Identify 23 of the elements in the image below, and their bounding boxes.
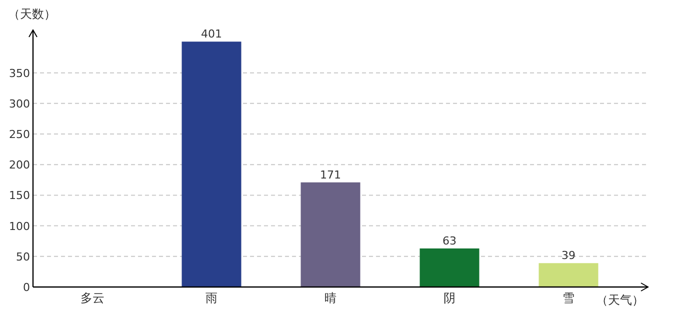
data-label: 171 [320, 168, 341, 182]
data-label: 39 [562, 249, 576, 262]
y-tick-label: 0 [23, 281, 30, 294]
x-tick-label: 阴 [444, 291, 456, 305]
data-label: 401 [201, 28, 222, 41]
y-tick-label: 350 [9, 66, 30, 80]
y-tick-label: 150 [9, 189, 30, 202]
y-tick-label: 100 [9, 220, 30, 233]
x-tick-label: 雪 [562, 291, 574, 305]
y-tick-label: 250 [9, 128, 30, 142]
x-tick-label: 雨 [206, 291, 218, 305]
bar [538, 263, 598, 287]
y-axis-title: （天数） [8, 7, 56, 21]
bar [300, 182, 360, 287]
y-tick-label: 300 [9, 97, 30, 110]
data-label: 63 [442, 234, 456, 248]
bar [420, 248, 480, 287]
x-axis-title: （天气） [596, 293, 644, 307]
y-tick-label: 200 [9, 158, 30, 172]
x-tick-label: 多云 [80, 291, 104, 305]
y-tick-label: 50 [16, 250, 30, 264]
bar [182, 42, 242, 287]
x-tick-label: 晴 [324, 291, 336, 305]
